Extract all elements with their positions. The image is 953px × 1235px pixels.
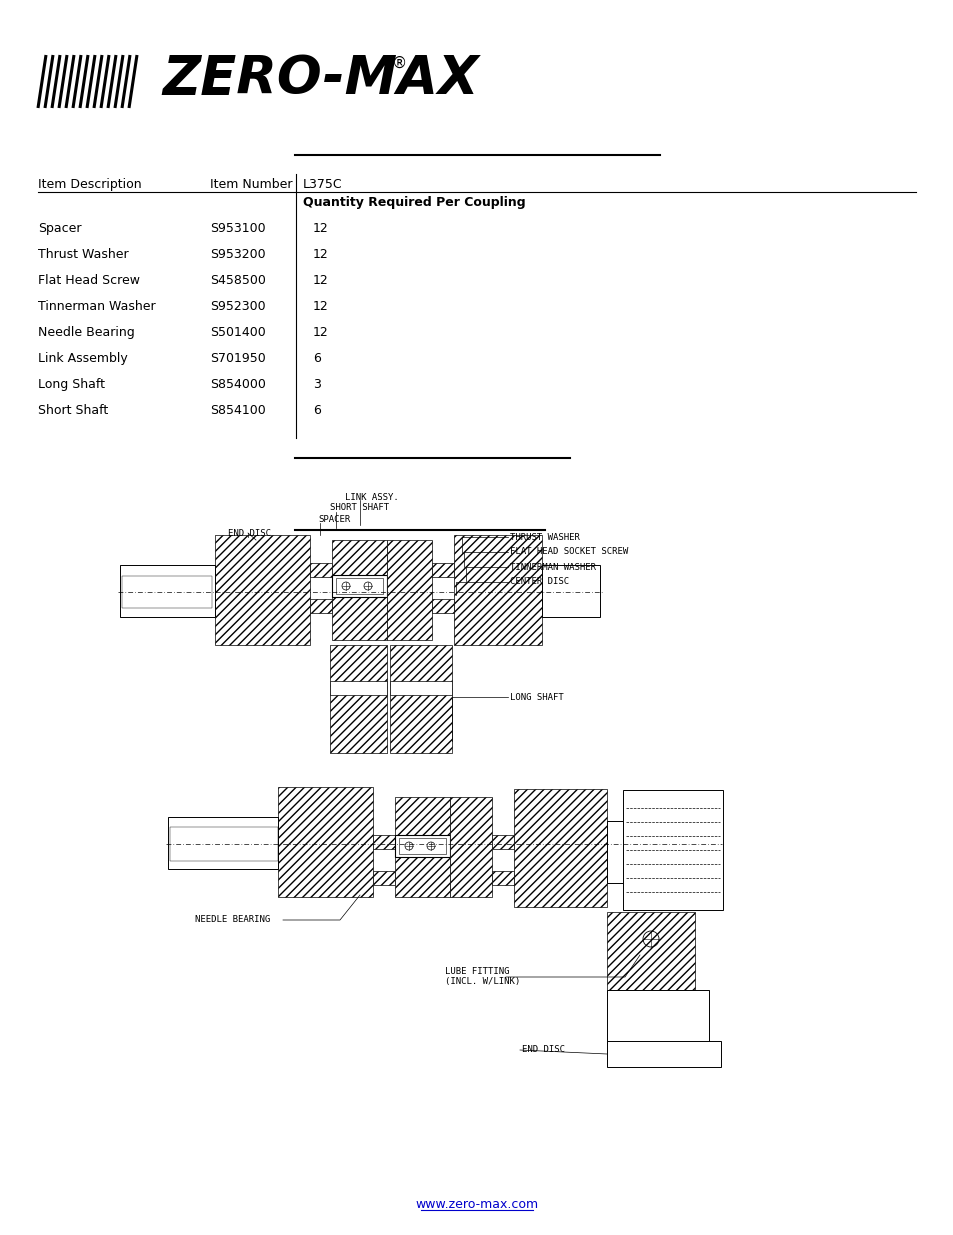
Text: 12: 12 [313,222,329,235]
Text: Tinnerman Washer: Tinnerman Washer [38,300,155,312]
Text: Spacer: Spacer [38,222,81,235]
Text: SPACER: SPACER [317,515,350,524]
Text: Link Assembly: Link Assembly [38,352,128,366]
Bar [395,797,450,897]
Bar [432,563,454,577]
Text: ZERO-MAX: ZERO-MAX [162,53,478,105]
Bar [492,835,514,848]
Bar [168,818,277,869]
Text: TINNERMAN WASHER: TINNERMAN WASHER [510,562,596,572]
Text: CENTER DISC: CENTER DISC [510,578,569,587]
Text: S952300: S952300 [210,300,265,312]
Text: 12: 12 [313,300,329,312]
Bar [398,839,446,853]
Text: LINK ASSY.: LINK ASSY. [345,493,398,501]
Bar [373,871,395,885]
Text: LONG SHAFT: LONG SHAFT [510,693,563,701]
Text: Thrust Washer: Thrust Washer [38,248,129,261]
Text: NEEDLE BEARING: NEEDLE BEARING [194,915,270,925]
Text: FLAT HEAD SOCKET SCREW: FLAT HEAD SOCKET SCREW [510,547,628,557]
Text: 12: 12 [313,326,329,338]
Text: S458500: S458500 [210,274,266,287]
Bar [450,797,492,897]
Bar [606,990,708,1044]
Bar [492,871,514,885]
Text: 12: 12 [313,248,329,261]
Bar [390,645,452,753]
Bar [310,599,332,613]
Bar [373,835,395,848]
Bar [330,680,387,695]
Text: Item Number: Item Number [210,178,293,191]
Bar [332,576,387,597]
Text: LUBE FITTING: LUBE FITTING [444,967,509,976]
Bar [387,540,432,640]
Bar [514,789,606,906]
Text: Short Shaft: Short Shaft [38,404,108,417]
Text: S501400: S501400 [210,326,266,338]
Text: 6: 6 [313,352,320,366]
Text: 6: 6 [313,404,320,417]
Text: 12: 12 [313,274,329,287]
Text: S953100: S953100 [210,222,265,235]
Text: ®: ® [392,56,407,70]
Text: SHORT SHAFT: SHORT SHAFT [330,504,389,513]
Bar [332,540,387,640]
Bar [335,578,382,594]
Bar [606,1041,720,1067]
Text: S953200: S953200 [210,248,265,261]
Text: Flat Head Screw: Flat Head Screw [38,274,140,287]
Text: Item Description: Item Description [38,178,141,191]
Text: Quantity Required Per Coupling: Quantity Required Per Coupling [303,196,525,209]
Text: 3: 3 [313,378,320,391]
Bar [120,564,214,618]
Bar [170,827,277,861]
Bar [454,535,541,645]
Text: END DISC: END DISC [521,1046,564,1055]
Text: Needle Bearing: Needle Bearing [38,326,134,338]
Text: Long Shaft: Long Shaft [38,378,105,391]
Text: S701950: S701950 [210,352,266,366]
Bar [214,535,310,645]
Bar [541,564,599,618]
Bar [390,680,452,695]
Bar [277,787,373,897]
Bar [395,835,450,857]
Text: (INCL. W/LINK): (INCL. W/LINK) [444,977,519,986]
Bar [310,563,332,577]
Text: THRUST WASHER: THRUST WASHER [510,532,579,541]
Text: END DISC: END DISC [228,529,271,537]
Text: L375C: L375C [303,178,342,191]
Text: www.zero-max.com: www.zero-max.com [415,1198,538,1212]
Bar [432,599,454,613]
Text: S854000: S854000 [210,378,266,391]
Bar [330,645,387,753]
Bar [606,911,695,990]
Bar [606,821,622,883]
Text: S854100: S854100 [210,404,266,417]
Bar [122,576,212,608]
Bar [622,790,722,910]
